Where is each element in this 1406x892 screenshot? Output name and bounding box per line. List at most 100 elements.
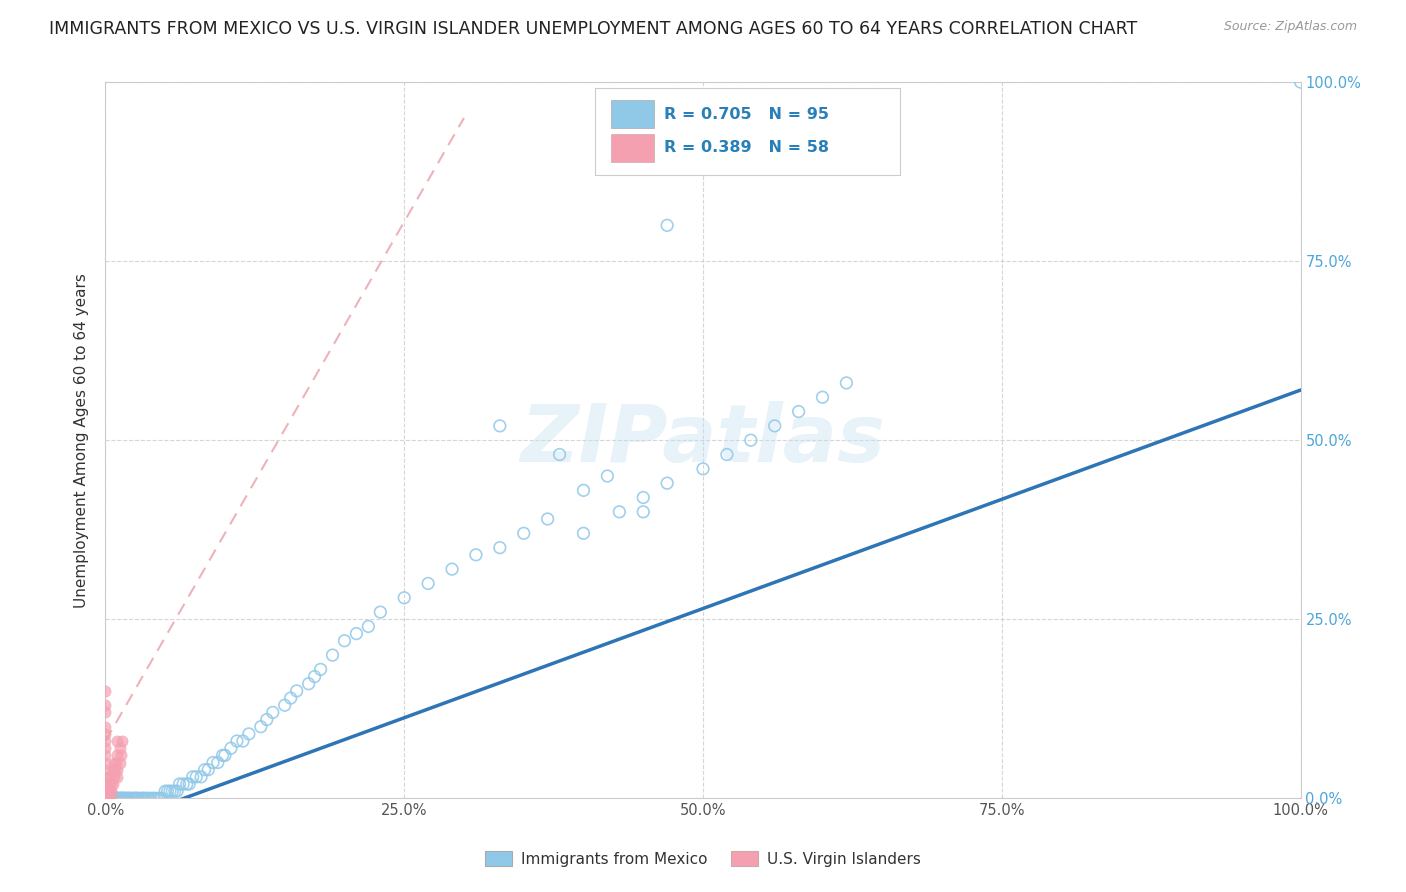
Point [232,734,254,748]
Point [357,619,380,633]
Point [607,505,630,519]
Point [103,791,125,805]
Point [118,791,141,805]
Point [114,791,136,805]
Point [121,791,143,805]
Point [633,491,655,505]
Point [142,791,165,805]
Point [101,777,124,791]
Point [107,791,129,805]
Point [98,784,121,798]
Point [94,791,117,805]
Point [118,791,141,805]
Point [655,219,678,233]
Point [214,748,236,763]
FancyBboxPatch shape [612,100,654,128]
Point [122,791,145,805]
Text: R = 0.389   N = 58: R = 0.389 N = 58 [664,140,828,155]
Point [94,791,117,805]
FancyBboxPatch shape [612,134,654,161]
Point [94,727,117,741]
Point [159,784,181,798]
Point [110,791,132,805]
Point [136,791,159,805]
Point [489,541,512,555]
Point [127,791,149,805]
Point [787,404,810,418]
Point [94,791,117,805]
Point [108,756,131,770]
Point [835,376,858,390]
Point [108,791,131,805]
Text: IMMIGRANTS FROM MEXICO VS U.S. VIRGIN ISLANDER UNEMPLOYMENT AMONG AGES 60 TO 64 : IMMIGRANTS FROM MEXICO VS U.S. VIRGIN IS… [49,20,1137,37]
Point [94,741,117,756]
Point [153,784,177,798]
Point [114,791,136,805]
Point [207,756,229,770]
Point [94,698,117,713]
Point [98,770,121,784]
Point [150,791,173,805]
Point [94,763,117,777]
Point [177,777,201,791]
Point [197,763,219,777]
Point [128,791,150,805]
Point [238,727,260,741]
Point [186,770,208,784]
Point [225,734,249,748]
Point [194,763,217,777]
Point [321,648,344,662]
Y-axis label: Unemployment Among Ages 60 to 64 years: Unemployment Among Ages 60 to 64 years [75,273,90,607]
Point [166,784,188,798]
Point [148,791,170,805]
Point [280,691,302,706]
Point [176,777,198,791]
Point [94,791,117,805]
Point [139,791,162,805]
Point [596,469,619,483]
Point [94,791,117,805]
Point [107,791,129,805]
Point [101,791,124,805]
Point [107,734,129,748]
Legend: Immigrants from Mexico, U.S. Virgin Islanders: Immigrants from Mexico, U.S. Virgin Isla… [478,846,928,873]
Point [94,777,117,791]
Point [104,763,127,777]
Point [104,791,127,805]
Point [107,770,129,784]
Point [125,791,148,805]
Point [202,756,225,770]
Point [132,791,155,805]
Point [97,784,120,798]
Point [107,791,129,805]
Point [1289,75,1312,89]
Point [169,777,191,791]
Point [110,748,132,763]
Point [94,791,117,805]
Point [298,677,321,691]
Point [94,791,117,805]
Point [94,748,117,763]
Point [418,576,440,591]
Point [107,763,129,777]
Point [94,734,117,748]
Point [219,741,242,756]
Point [489,418,512,433]
Point [94,791,117,805]
Point [101,763,124,777]
Point [131,791,153,805]
Point [181,770,204,784]
Point [124,791,146,805]
Point [548,448,571,462]
Point [94,784,117,798]
Text: R = 0.705   N = 95: R = 0.705 N = 95 [664,107,828,122]
Point [143,791,166,805]
Point [536,512,558,526]
Point [94,791,117,805]
Point [94,791,117,805]
Point [304,669,326,683]
Point [572,526,595,541]
Point [94,720,117,734]
Point [100,791,122,805]
Point [112,791,135,805]
